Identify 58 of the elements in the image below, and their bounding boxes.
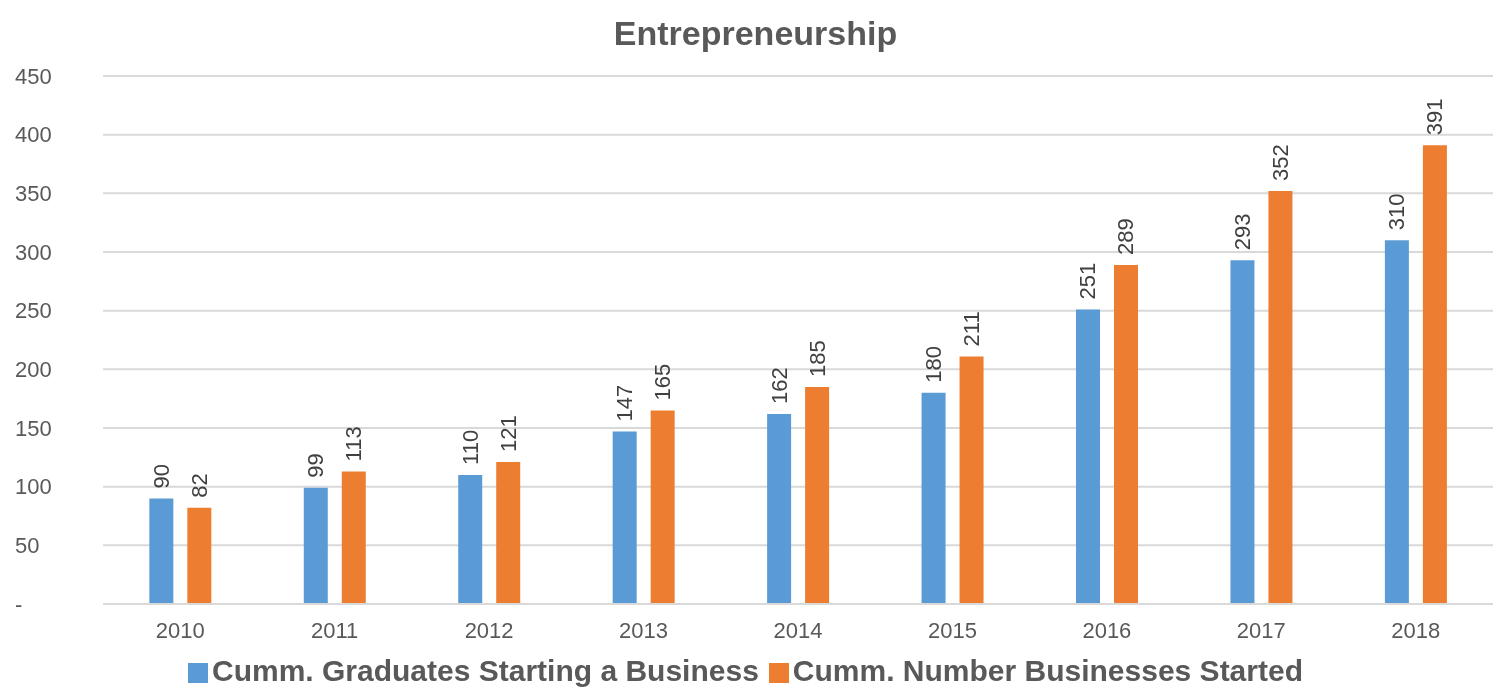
data-label: 165 xyxy=(650,363,676,401)
x-tick-label: 2017 xyxy=(1236,617,1286,643)
bar xyxy=(1422,145,1447,604)
x-tick-label: 2011 xyxy=(311,617,359,643)
data-label: 82 xyxy=(186,473,212,498)
bar xyxy=(149,498,174,604)
y-tick-label: - xyxy=(15,591,23,617)
data-label: 352 xyxy=(1267,144,1293,181)
bar xyxy=(767,413,792,604)
data-label: 310 xyxy=(1384,193,1410,231)
x-tick-label: 2018 xyxy=(1391,617,1441,643)
bar xyxy=(650,410,675,604)
y-tick-label: 400 xyxy=(15,122,52,148)
y-tick-label: 350 xyxy=(15,181,52,207)
bar xyxy=(959,356,984,604)
data-label: 211 xyxy=(959,311,985,347)
legend-label: Cumm. Graduates Starting a Business xyxy=(212,654,759,687)
y-tick-label: 100 xyxy=(15,474,52,500)
data-label: 162 xyxy=(766,367,792,404)
data-label: 147 xyxy=(612,384,638,422)
data-label: 185 xyxy=(804,340,830,377)
bar xyxy=(1114,264,1138,604)
y-tick-label: 300 xyxy=(15,239,52,265)
y-tick-label: 150 xyxy=(15,415,52,441)
data-label: 90 xyxy=(148,463,174,489)
data-label: 121 xyxy=(495,415,521,453)
bar xyxy=(805,386,830,604)
bar xyxy=(1076,309,1100,604)
x-tick-label: 2016 xyxy=(1082,617,1132,643)
bar xyxy=(187,507,212,604)
data-label: 391 xyxy=(1422,98,1448,136)
bar xyxy=(341,471,366,604)
bar xyxy=(496,462,521,604)
bar xyxy=(303,487,328,604)
data-label: 113 xyxy=(341,426,367,462)
bar xyxy=(458,474,483,604)
y-tick-label: 250 xyxy=(15,298,52,324)
bar xyxy=(921,392,946,604)
y-tick-label: 200 xyxy=(15,357,52,383)
bar xyxy=(612,431,637,604)
data-label: 293 xyxy=(1229,213,1255,251)
data-label: 251 xyxy=(1075,262,1101,300)
chart-title: Entrepreneurship xyxy=(612,13,899,54)
data-label: 110 xyxy=(457,429,483,465)
x-tick-label: 2015 xyxy=(927,617,977,643)
legend-label: Cumm. Number Businesses Started xyxy=(792,654,1303,687)
bar xyxy=(1384,240,1409,604)
x-tick-label: 2014 xyxy=(773,617,823,643)
x-tick-label: 2012 xyxy=(464,617,514,643)
data-label: 99 xyxy=(303,453,329,478)
bar xyxy=(1268,190,1293,604)
x-tick-label: 2013 xyxy=(619,617,669,643)
x-tick-label: 2010 xyxy=(155,617,205,643)
data-label: 289 xyxy=(1113,218,1139,255)
bar xyxy=(1230,260,1255,604)
data-label: 180 xyxy=(921,346,947,383)
y-tick-label: 50 xyxy=(15,533,40,559)
y-tick-label: 450 xyxy=(15,63,52,89)
